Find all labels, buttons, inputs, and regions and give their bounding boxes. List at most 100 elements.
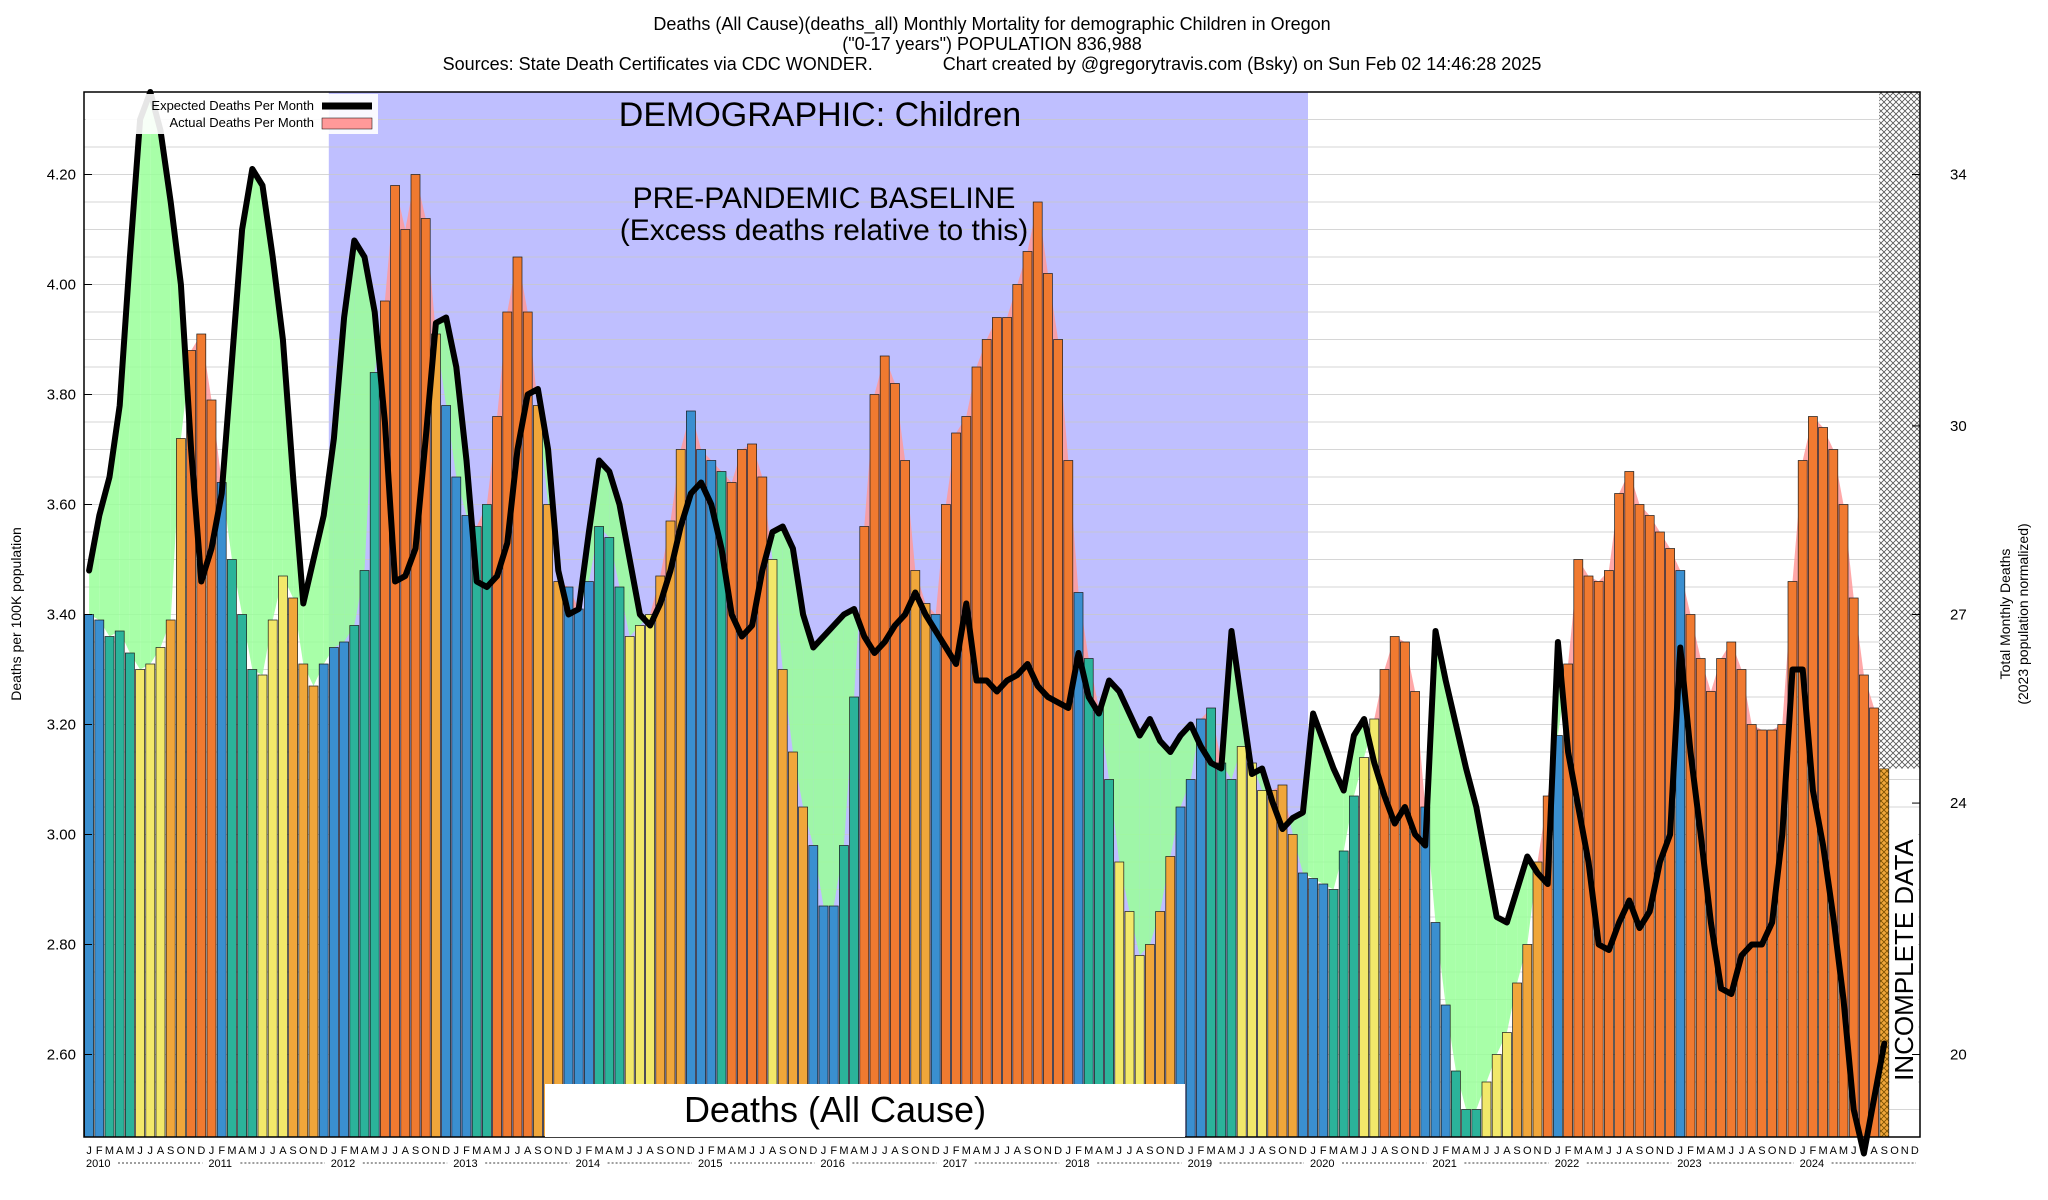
- month-label: A: [1585, 1145, 1593, 1157]
- month-label: J: [637, 1145, 643, 1157]
- y-axis-label: Deaths per 100K population: [8, 527, 24, 701]
- bar: [1695, 658, 1706, 1138]
- fill-segment: [262, 185, 273, 675]
- month-label: D: [932, 1145, 940, 1157]
- month-label: N: [922, 1145, 930, 1157]
- bar: [441, 405, 451, 1138]
- bar: [155, 647, 166, 1138]
- month-label: O: [666, 1145, 675, 1157]
- month-label: J: [698, 1145, 704, 1157]
- fill-segment: [1445, 680, 1456, 1071]
- month-label: F: [586, 1145, 593, 1157]
- bar: [318, 663, 329, 1138]
- month-label: J: [260, 1145, 266, 1157]
- bar: [145, 663, 156, 1138]
- month-label: M: [370, 1145, 379, 1157]
- month-label: J: [1117, 1145, 1123, 1157]
- bar: [951, 432, 961, 1138]
- bar: [920, 603, 931, 1138]
- month-label: J: [505, 1145, 511, 1157]
- month-label: M: [982, 1145, 991, 1157]
- bar: [1359, 757, 1369, 1138]
- month-label: M: [1084, 1145, 1093, 1157]
- month-label: N: [1656, 1145, 1664, 1157]
- month-label: M: [1329, 1145, 1338, 1157]
- bar: [165, 619, 176, 1138]
- year-label: 2012: [331, 1158, 355, 1170]
- month-label: A: [850, 1145, 858, 1157]
- bar: [1491, 1054, 1502, 1138]
- month-label: M: [717, 1145, 726, 1157]
- month-label: S: [1269, 1145, 1276, 1157]
- legend-actual-label: Actual Deaths Per Month: [169, 115, 314, 130]
- y2-tick-label: 24: [1950, 795, 1967, 812]
- month-label: J: [1249, 1145, 1255, 1157]
- month-label: S: [412, 1145, 419, 1157]
- cause-label-box: [545, 1084, 1185, 1137]
- bar: [614, 586, 625, 1138]
- year-label: 2019: [1188, 1158, 1212, 1170]
- month-label: J: [1800, 1145, 1806, 1157]
- month-label: J: [1239, 1145, 1245, 1157]
- bar: [1716, 658, 1726, 1138]
- y-axis-ticks: 2.60 2.80 3.00 3.20 3.40 3.60 3.80 4.00 4.20: [47, 167, 92, 1064]
- month-label: J: [331, 1145, 337, 1157]
- bar: [176, 438, 186, 1138]
- year-label: 2022: [1555, 1158, 1579, 1170]
- bar: [859, 526, 870, 1138]
- month-label: A: [728, 1145, 736, 1157]
- fill-segment: [854, 609, 859, 697]
- year-label: 2010: [86, 1158, 110, 1170]
- fill-segment: [1170, 735, 1181, 857]
- month-label: J: [1361, 1145, 1367, 1157]
- bar: [777, 669, 788, 1138]
- month-label: J: [1739, 1145, 1745, 1157]
- bar: [1328, 889, 1339, 1138]
- month-label: F: [96, 1145, 103, 1157]
- incomplete-label: INCOMPLETE DATA: [1889, 838, 1919, 1080]
- month-label: M: [962, 1145, 971, 1157]
- month-label: S: [657, 1145, 664, 1157]
- month-label: A: [157, 1145, 165, 1157]
- bar: [1430, 922, 1441, 1138]
- year-label: 2011: [208, 1158, 232, 1170]
- baseline-label-line1: PRE-PANDEMIC BASELINE: [633, 182, 1016, 215]
- month-label: N: [1778, 1145, 1786, 1157]
- month-label: M: [1594, 1145, 1603, 1157]
- bar: [1247, 762, 1257, 1138]
- month-label: S: [1881, 1145, 1888, 1157]
- month-label: A: [973, 1145, 981, 1157]
- bar: [1104, 779, 1114, 1138]
- incomplete-data-region: [1879, 92, 1920, 769]
- bar: [961, 416, 972, 1138]
- bar: [1226, 779, 1237, 1138]
- month-label: M: [1451, 1145, 1460, 1157]
- year-label: 2024: [1800, 1158, 1824, 1170]
- month-label: S: [167, 1145, 174, 1157]
- bar: [1797, 460, 1808, 1138]
- month-label: J: [1861, 1145, 1867, 1157]
- bar: [890, 383, 900, 1138]
- month-label: N: [1411, 1145, 1419, 1157]
- month-label: A: [524, 1145, 532, 1157]
- bar: [1287, 834, 1298, 1138]
- fill-segment: [272, 257, 283, 620]
- month-label: J: [821, 1145, 827, 1157]
- month-label: M: [1349, 1145, 1358, 1157]
- bar: [114, 630, 125, 1138]
- bar: [1277, 784, 1288, 1138]
- fill-segment: [1313, 713, 1324, 884]
- month-label: O: [177, 1145, 186, 1157]
- month-label: S: [901, 1145, 908, 1157]
- bar: [1655, 531, 1665, 1138]
- bar: [400, 229, 411, 1138]
- month-label: D: [1054, 1145, 1062, 1157]
- month-label: M: [248, 1145, 257, 1157]
- month-label: J: [627, 1145, 633, 1157]
- demographic-label: DEMOGRAPHIC: Children: [619, 96, 1021, 134]
- bar: [420, 218, 431, 1138]
- month-label: A: [891, 1145, 899, 1157]
- month-label: F: [341, 1145, 348, 1157]
- expected-line-group: [86, 89, 1888, 1157]
- bar: [1236, 746, 1247, 1138]
